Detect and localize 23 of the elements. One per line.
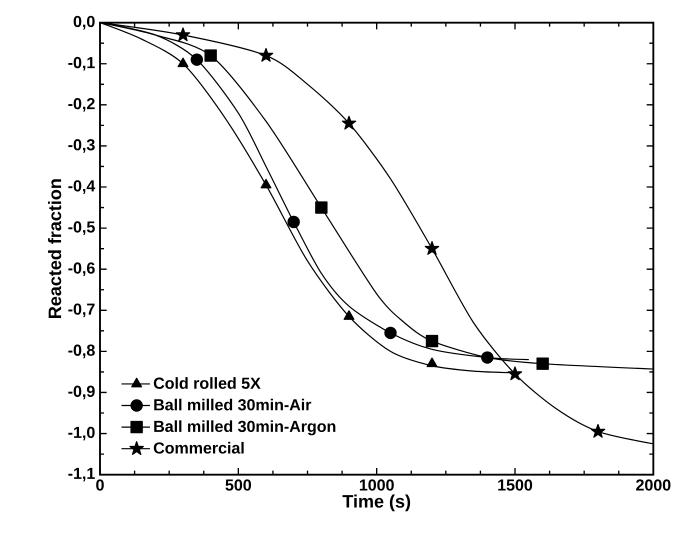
y-tick-label: -1,1 [68, 468, 95, 482]
legend-label: Cold rolled 5X [154, 377, 261, 389]
y-tick-label: -0,9 [68, 386, 95, 400]
y-tick-label: -0,1 [68, 56, 95, 71]
legend-label: Ball milled 30min-Air [154, 398, 312, 410]
y-tick-label: -0,3 [68, 139, 95, 153]
x-tick-label: 1500 [498, 479, 532, 491]
x-tick-label: 500 [225, 479, 252, 491]
x-tick-label: 2000 [636, 479, 670, 491]
x-tick-label: 0 [96, 479, 104, 491]
x-axis-title: Time (s) [342, 494, 410, 512]
x-tick-label: 1000 [360, 479, 394, 491]
y-tick-label: -0,4 [68, 180, 96, 194]
y-tick-label: -0,8 [68, 344, 95, 358]
y-tick-label: -0,5 [68, 221, 95, 235]
y-tick-label: -1,0 [68, 426, 95, 440]
y-tick-label: 0,0 [74, 16, 95, 30]
y-tick-label: -0,7 [68, 303, 95, 318]
y-tick-label: -0,6 [68, 262, 95, 276]
y-tick-label: -0,2 [68, 98, 95, 112]
y-axis-title: Reacted fraction [48, 179, 62, 318]
legend-label: Ball milled 30min-Argon [154, 420, 336, 436]
legend-label: Commercial [154, 442, 244, 454]
